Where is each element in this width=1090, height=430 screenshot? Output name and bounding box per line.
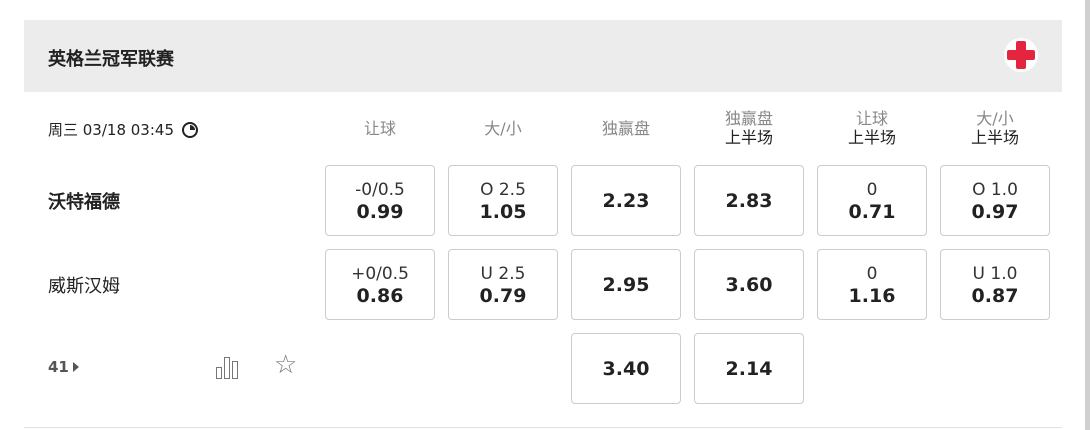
odds-value: 0.71 (848, 200, 896, 223)
stats-icon[interactable] (216, 355, 238, 379)
column-header: 让球 上半场 (817, 106, 927, 150)
odds-button[interactable]: O 2.5 1.05 (448, 165, 558, 236)
column-header-label: 独赢盘 (724, 109, 773, 128)
odds-value: 1.16 (848, 284, 896, 307)
league-title: 英格兰冠军联赛 (48, 49, 174, 70)
draw-odds-button[interactable]: 3.40 (571, 333, 681, 404)
odds-button[interactable]: 0 1.16 (817, 249, 927, 320)
column-header: 独赢盘 (571, 106, 681, 150)
column-header-label: 让球 (855, 109, 888, 128)
odds-button[interactable]: O 1.0 0.97 (940, 165, 1050, 236)
odds-value: 0.97 (971, 200, 1019, 223)
column-header-label: 大/小 (484, 118, 522, 138)
odds-value: 0.87 (971, 284, 1019, 307)
odds-line: 0 (866, 179, 878, 200)
odds-value: 2.23 (602, 189, 650, 212)
column-header-label: 独赢盘 (601, 118, 650, 138)
odds-line: O 2.5 (480, 179, 526, 200)
column-header-sub: 上半场 (970, 128, 1019, 147)
odds-line: O 1.0 (972, 179, 1018, 200)
more-count: 41 (48, 358, 69, 376)
column-header-label: 让球 (363, 118, 396, 138)
column-header: 大/小 上半场 (940, 106, 1050, 150)
more-markets-link[interactable]: 41 (48, 358, 79, 376)
odds-value: 0.79 (479, 284, 527, 307)
odds-button[interactable]: U 2.5 0.79 (448, 249, 558, 320)
odds-button[interactable]: 3.60 (694, 249, 804, 320)
odds-line: +0/0.5 (351, 263, 409, 284)
odds-button[interactable]: -0/0.5 0.99 (325, 165, 435, 236)
odds-value: 3.40 (602, 357, 650, 380)
odds-line: U 1.0 (972, 263, 1018, 284)
datetime-text: 周三 03/18 03:45 (48, 121, 174, 139)
odds-line: -0/0.5 (355, 179, 405, 200)
column-header: 独赢盘 上半场 (694, 106, 804, 150)
odds-value: 3.60 (725, 273, 773, 296)
odds-line: U 2.5 (480, 263, 526, 284)
draw-odds-button[interactable]: 2.14 (694, 333, 804, 404)
match-datetime: 周三 03/18 03:45 (48, 119, 198, 140)
home-team: 沃特福德 (48, 192, 120, 213)
league-header: 英格兰冠军联赛 (24, 20, 1062, 92)
odds-button[interactable]: 0 0.71 (817, 165, 927, 236)
column-header-label: 大/小 (976, 109, 1014, 128)
divider (24, 427, 1062, 428)
column-header: 大/小 (448, 106, 558, 150)
column-header: 让球 (325, 106, 435, 150)
column-header-sub: 上半场 (724, 128, 773, 147)
caret-right-icon (72, 362, 79, 372)
star-icon[interactable]: ☆ (274, 350, 298, 380)
odds-value: 2.83 (725, 189, 773, 212)
odds-line: 0 (866, 263, 878, 284)
odds-value: 0.86 (356, 284, 404, 307)
away-team: 威斯汉姆 (48, 276, 120, 297)
odds-value: 2.95 (602, 273, 650, 296)
odds-value: 0.99 (356, 200, 404, 223)
scrollbar[interactable] (1085, 0, 1090, 430)
odds-button[interactable]: 2.95 (571, 249, 681, 320)
odds-value: 2.14 (725, 357, 773, 380)
column-header-sub: 上半场 (847, 128, 896, 147)
red-cross-logo-icon (1004, 38, 1038, 72)
odds-button[interactable]: U 1.0 0.87 (940, 249, 1050, 320)
odds-button[interactable]: 2.83 (694, 165, 804, 236)
odds-value: 1.05 (479, 200, 527, 223)
odds-button[interactable]: 2.23 (571, 165, 681, 236)
odds-button[interactable]: +0/0.5 0.86 (325, 249, 435, 320)
clock-icon (182, 121, 198, 138)
